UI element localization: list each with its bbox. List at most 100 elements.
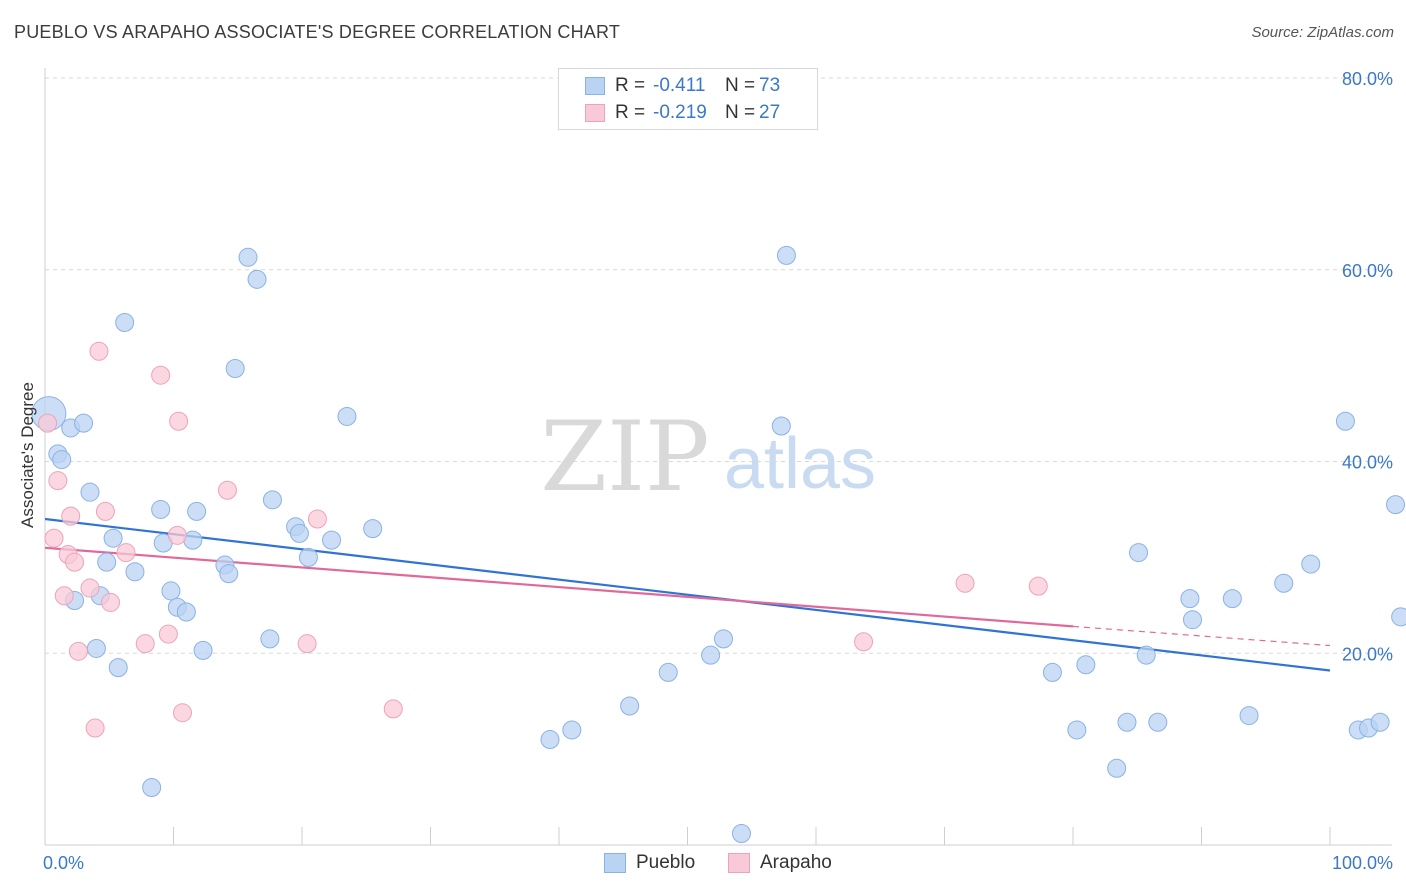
pueblo-point xyxy=(262,490,282,510)
arapaho-point xyxy=(54,586,74,606)
pueblo-point xyxy=(363,519,383,539)
trend-lines xyxy=(44,517,1331,672)
pueblo-legend-swatch xyxy=(604,853,626,873)
pueblo-point xyxy=(1274,573,1294,593)
data-points xyxy=(31,245,1406,843)
tick-labels: 20.0% 40.0% 60.0% 80.0% 0.0% 100.0% xyxy=(43,69,1393,873)
pueblo-point xyxy=(562,720,582,740)
pueblo-point xyxy=(86,638,106,658)
pueblo-point xyxy=(322,530,342,550)
legend-item-arapaho[interactable]: Arapaho xyxy=(728,852,832,874)
pueblo-point xyxy=(298,547,318,567)
pueblo-swatch xyxy=(585,77,605,95)
arapaho-n-label: N = xyxy=(725,102,756,123)
arapaho-point xyxy=(135,634,155,654)
pueblo-point xyxy=(1117,712,1137,732)
arapaho-point xyxy=(217,480,237,500)
pueblo-n-label: N = xyxy=(725,75,756,96)
pueblo-point xyxy=(1335,411,1355,431)
pueblo-point xyxy=(337,406,357,426)
arapaho-point xyxy=(95,501,115,521)
arapaho-point xyxy=(80,578,100,598)
legend-row-arapaho: R = -0.219 N = 27 xyxy=(585,100,780,126)
pueblo-r-value: -0.411 xyxy=(653,75,706,96)
arapaho-point xyxy=(85,718,105,738)
arapaho-point xyxy=(48,471,68,491)
pueblo-point xyxy=(108,658,128,678)
arapaho-point xyxy=(169,411,189,431)
arapaho-r-value: -0.219 xyxy=(653,102,707,123)
arapaho-point xyxy=(151,365,171,385)
pueblo-point xyxy=(1180,589,1200,609)
arapaho-point xyxy=(854,632,874,652)
pueblo-point xyxy=(1222,589,1242,609)
arapaho-swatch xyxy=(585,104,605,122)
pueblo-point xyxy=(74,413,94,433)
pueblo-r-label: R = xyxy=(615,75,646,96)
arapaho-point xyxy=(38,413,58,433)
pueblo-point xyxy=(1129,543,1149,563)
pueblo-point xyxy=(1076,655,1096,675)
pueblo-point xyxy=(238,247,258,267)
arapaho-point xyxy=(383,699,403,719)
axes xyxy=(44,68,1392,846)
arapaho-point xyxy=(1028,576,1048,596)
arapaho-legend-label: Arapaho xyxy=(760,852,832,873)
pueblo-point xyxy=(161,581,181,601)
legend-item-pueblo[interactable]: Pueblo xyxy=(604,852,695,874)
arapaho-point xyxy=(158,624,178,644)
pueblo-point xyxy=(771,416,791,436)
source-label: Source: ZipAtlas.com xyxy=(1251,24,1394,41)
pueblo-point xyxy=(80,482,100,502)
arapaho-point xyxy=(44,528,64,548)
pueblo-point xyxy=(1136,645,1156,665)
stats-legend: R = -0.411 N = 73 R = -0.219 N = 27 xyxy=(558,68,818,130)
arapaho-point xyxy=(167,525,187,545)
arapaho-trend-line xyxy=(44,546,1074,628)
y-tick-label: 20.0% xyxy=(1342,644,1393,664)
pueblo-point xyxy=(193,640,213,660)
arapaho-point xyxy=(172,703,192,723)
pueblo-n-value: 73 xyxy=(759,75,781,96)
legend-row-pueblo: R = -0.411 N = 73 xyxy=(585,73,780,99)
pueblo-point xyxy=(115,312,135,332)
watermark-atlas: atlas xyxy=(724,424,876,504)
pueblo-point xyxy=(1042,662,1062,682)
pueblo-point xyxy=(1301,554,1321,574)
arapaho-point xyxy=(68,641,88,661)
x-tick-label-start: 0.0% xyxy=(43,853,84,873)
pueblo-point xyxy=(52,450,72,470)
pueblo-point xyxy=(219,564,239,584)
pueblo-point xyxy=(97,552,117,572)
arapaho-n-value: 27 xyxy=(759,102,781,123)
pueblo-point xyxy=(620,696,640,716)
pueblo-point xyxy=(776,245,796,265)
arapaho-point xyxy=(65,552,85,572)
arapaho-r-label: R = xyxy=(615,102,646,123)
arapaho-legend-swatch xyxy=(728,853,750,873)
pueblo-point xyxy=(125,562,145,582)
arapaho-trend-extension xyxy=(1072,625,1331,647)
arapaho-point xyxy=(116,543,136,563)
pueblo-point xyxy=(731,823,751,843)
pueblo-point xyxy=(151,499,171,519)
series-legend: Pueblo Arapaho xyxy=(0,852,1406,876)
y-tick-label: 40.0% xyxy=(1342,453,1393,473)
pueblo-point xyxy=(1386,495,1406,515)
gridlines xyxy=(45,77,1392,654)
pueblo-point xyxy=(540,730,560,750)
arapaho-point xyxy=(61,506,81,526)
pueblo-point xyxy=(1148,712,1168,732)
watermark: ZIP atlas xyxy=(540,401,876,513)
arapaho-point xyxy=(955,573,975,593)
pueblo-legend-label: Pueblo xyxy=(636,852,696,873)
pueblo-point xyxy=(225,359,245,379)
pueblo-point xyxy=(1370,712,1390,732)
arapaho-point xyxy=(297,634,317,654)
arapaho-point xyxy=(89,341,109,361)
pueblo-point xyxy=(701,645,721,665)
arapaho-point xyxy=(307,509,327,529)
pueblo-point xyxy=(176,602,196,622)
pueblo-point xyxy=(1107,758,1127,778)
